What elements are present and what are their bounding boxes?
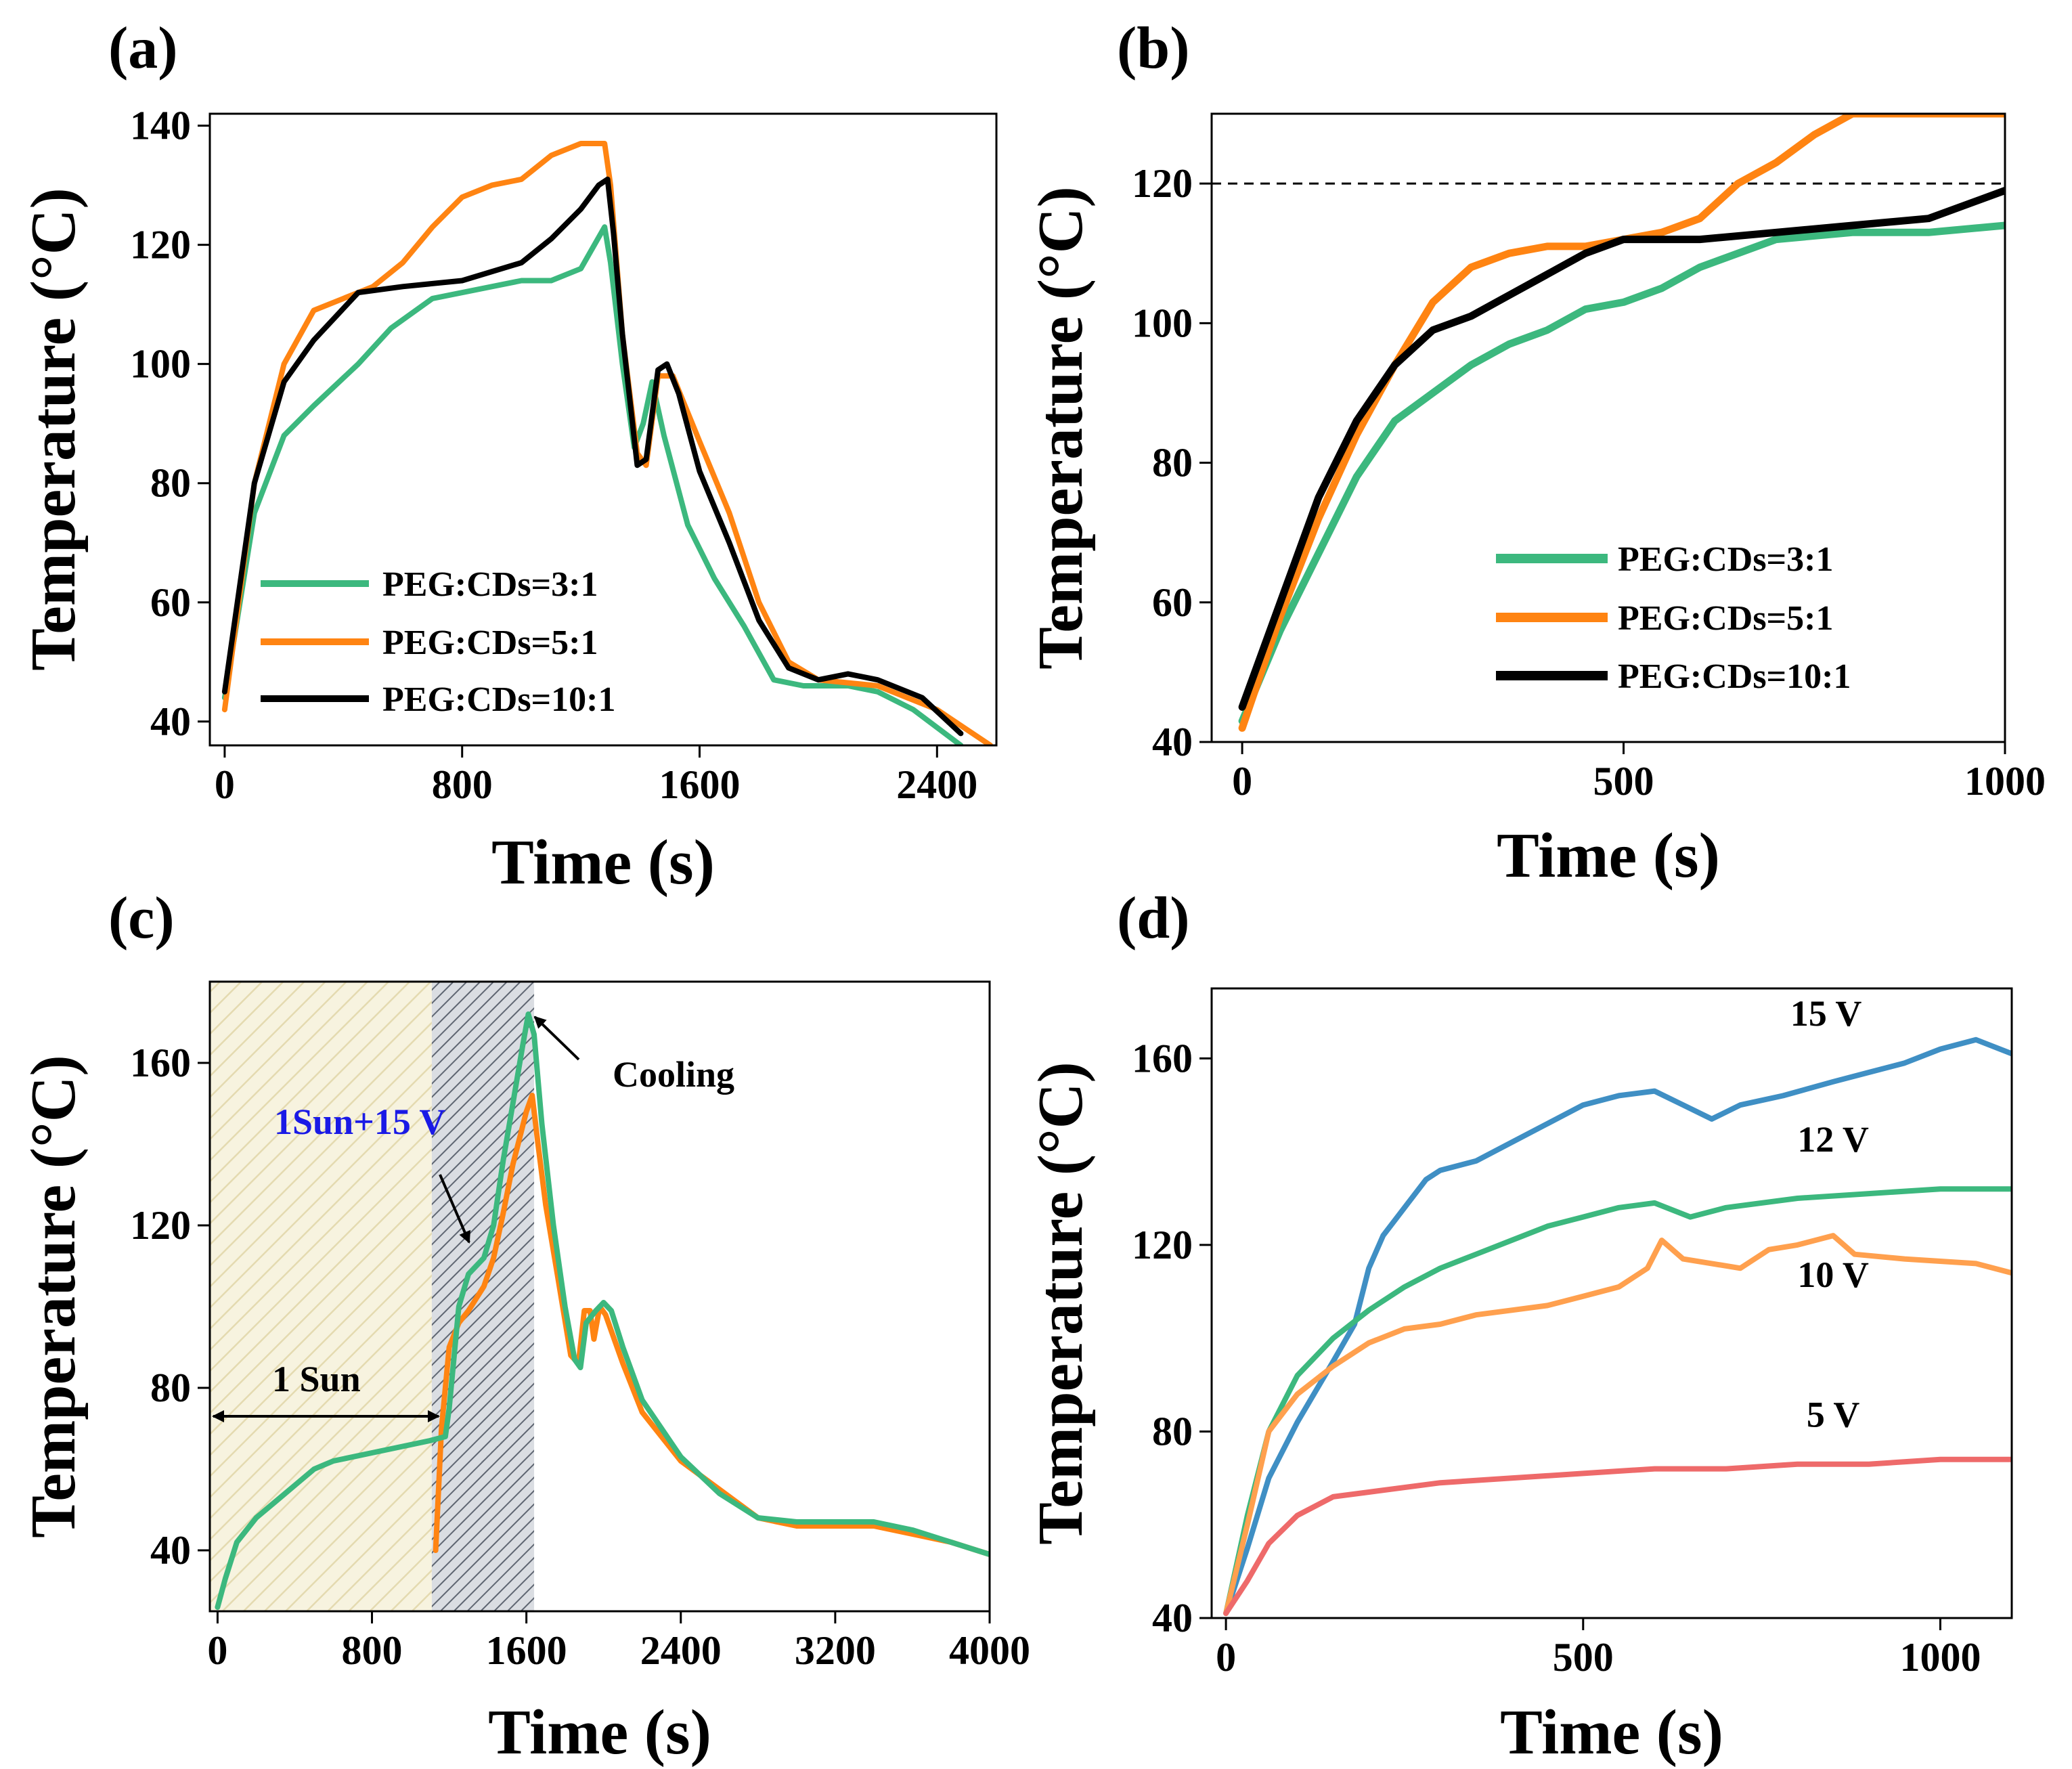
x-tick-label: 2400	[640, 1628, 722, 1673]
legend-label-a-3-1: PEG:CDs=3:1	[382, 565, 598, 604]
series-line-b-1	[1238, 221, 2005, 725]
panel-d-x-axis-title: Time (s)	[1500, 1697, 1723, 1768]
legend-label-a-5-1: PEG:CDs=5:1	[382, 624, 598, 662]
x-tick-label: 1600	[659, 762, 741, 807]
y-tick-label: 80	[150, 1366, 191, 1410]
series-label-15v: 15 V	[1790, 993, 1862, 1034]
series-line-d-2	[1223, 1186, 2012, 1617]
y-tick-label: 140	[130, 104, 191, 148]
series-label-10v: 10 V	[1797, 1254, 1869, 1295]
panel-d-ticks: 0 500 1000 40 80 120 160	[1132, 1036, 1981, 1680]
panel-a: (a) 0 800 1600 2400 40 60 80 100 120 140 Time (s)…	[18, 16, 998, 898]
series-line-d-4	[1223, 1456, 2012, 1617]
panel-b: (b) 0 500 1000 40 60 80 100 120 Time (s) Temper…	[1026, 16, 2046, 891]
x-tick-label: 1600	[486, 1628, 567, 1673]
arrow-1sun-15v	[439, 1174, 470, 1244]
series-line-c-1	[433, 1093, 990, 1557]
panel-a-label: (a)	[108, 16, 178, 81]
panel-a-frame	[208, 112, 998, 747]
series-line-c-2	[215, 1011, 990, 1610]
series-line-b-3	[1238, 186, 2005, 711]
series-line-a-1	[221, 224, 964, 745]
panel-d-y-axis-title: Temperature (°C)	[1026, 1062, 1096, 1545]
y-tick-label: 40	[150, 1528, 191, 1573]
arrow-cooling	[533, 1015, 580, 1061]
legend-label-b-5-1: PEG:CDs=5:1	[1618, 599, 1834, 638]
annotation-cooling: Cooling	[613, 1054, 734, 1095]
y-tick-label: 100	[1132, 301, 1193, 345]
panel-b-frame	[1210, 112, 2006, 743]
series-label-12v: 12 V	[1797, 1119, 1869, 1160]
panel-b-ticks: 0 500 1000 40 60 80 100 120	[1132, 161, 2046, 804]
y-tick-label: 60	[1152, 580, 1193, 625]
y-tick-label: 80	[1152, 1409, 1193, 1454]
y-tick-label: 40	[150, 699, 191, 744]
panel-b-y-axis-title: Temperature (°C)	[1026, 186, 1096, 670]
x-tick-label: 800	[432, 762, 493, 807]
panel-b-legend: PEG:CDs=3:1 PEG:CDs=5:1 PEG:CDs=10:1	[1496, 540, 1851, 696]
panel-d-lines	[1223, 1036, 2012, 1617]
panel-b-label: (b)	[1117, 16, 1190, 81]
y-tick-label: 80	[150, 461, 191, 506]
legend-label-a-10-1: PEG:CDs=10:1	[382, 680, 616, 719]
legend-label-b-10-1: PEG:CDs=10:1	[1618, 657, 1851, 696]
panel-c-annotations: 1 Sun 1Sun+15 V Cooling	[212, 1015, 734, 1422]
panel-a-x-axis-title: Time (s)	[491, 827, 715, 898]
panel-d-frame	[1210, 987, 2013, 1619]
panel-c: (c) 0 800 1600 2400 3200 4000 40 80 120 160 Time …	[18, 886, 1030, 1768]
shaded-region-1	[210, 982, 432, 1611]
y-tick-label: 120	[1132, 161, 1193, 206]
x-tick-label: 800	[342, 1628, 403, 1673]
x-tick-label: 0	[207, 1628, 227, 1673]
panel-d-label: (d)	[1117, 886, 1190, 951]
x-tick-label: 0	[215, 762, 235, 807]
panel-a-lines	[221, 141, 994, 745]
x-tick-label: 0	[1216, 1635, 1236, 1680]
y-tick-label: 120	[130, 1203, 191, 1248]
series-line-d-1	[1223, 1036, 2012, 1617]
panel-a-legend: PEG:CDs=3:1 PEG:CDs=5:1 PEG:CDs=10:1	[261, 565, 616, 719]
x-tick-label: 500	[1553, 1635, 1614, 1680]
panel-d: (d) 0 500 1000 40 80 120 160 Time (s) Temperat…	[1026, 886, 2013, 1768]
panel-b-x-axis-title: Time (s)	[1497, 821, 1720, 891]
annotation-1sun-15v: 1Sun+15 V	[274, 1101, 445, 1142]
x-tick-label: 1000	[1964, 759, 2046, 804]
panel-c-x-axis-title: Time (s)	[488, 1697, 711, 1768]
y-tick-label: 100	[130, 342, 191, 387]
x-tick-label: 0	[1232, 759, 1252, 804]
panel-a-ticks: 0 800 1600 2400 40 60 80 100 120 140	[130, 104, 977, 807]
y-tick-label: 80	[1152, 441, 1193, 485]
y-tick-label: 40	[1152, 1596, 1193, 1640]
panel-b-lines	[1212, 114, 2005, 732]
panel-d-series-labels: 15 V 12 V 10 V 5 V	[1790, 993, 1869, 1435]
panel-a-y-axis-title: Temperature (°C)	[18, 188, 89, 671]
series-line-b-2	[1238, 114, 2005, 732]
x-tick-label: 500	[1593, 759, 1654, 804]
panel-c-lines	[215, 1011, 990, 1610]
x-tick-label: 4000	[949, 1628, 1030, 1673]
y-tick-label: 120	[1132, 1223, 1193, 1267]
legend-label-b-3-1: PEG:CDs=3:1	[1618, 540, 1834, 579]
y-tick-label: 40	[1152, 720, 1193, 764]
x-tick-label: 2400	[896, 762, 977, 807]
x-tick-label: 1000	[1899, 1635, 1981, 1680]
x-tick-label: 3200	[795, 1628, 876, 1673]
panel-c-frame	[208, 980, 991, 1613]
series-line-a-3	[221, 176, 964, 737]
panel-c-ticks: 0 800 1600 2400 3200 4000 40 80 120 160	[130, 1041, 1030, 1673]
panel-c-label: (c)	[108, 886, 175, 951]
y-tick-label: 120	[130, 223, 191, 267]
series-label-5v: 5 V	[1807, 1395, 1860, 1435]
y-tick-label: 60	[150, 580, 191, 625]
panel-c-regions	[210, 982, 535, 1611]
panel-c-y-axis-title: Temperature (°C)	[18, 1055, 89, 1538]
y-tick-label: 160	[130, 1041, 191, 1085]
series-line-d-3	[1223, 1233, 2012, 1617]
annotation-1-sun: 1 Sun	[272, 1359, 361, 1399]
y-tick-label: 160	[1132, 1036, 1193, 1080]
